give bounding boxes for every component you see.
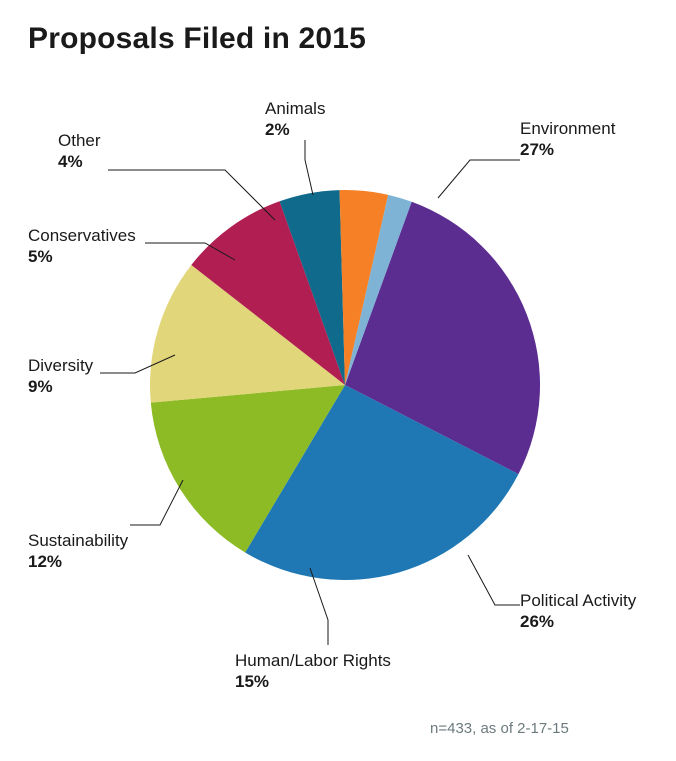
label-name-sustainability: Sustainability <box>28 530 128 551</box>
leader-environment <box>438 160 520 198</box>
label-name-animals: Animals <box>265 98 325 119</box>
label-human_labor: Human/Labor Rights15% <box>235 650 391 693</box>
leader-human_labor <box>310 568 328 645</box>
footnote: n=433, as of 2-17-15 <box>430 720 569 737</box>
label-conservatives: Conservatives5% <box>28 225 136 268</box>
label-diversity: Diversity9% <box>28 355 93 398</box>
label-name-diversity: Diversity <box>28 355 93 376</box>
leader-other <box>108 170 275 220</box>
label-value-animals: 2% <box>265 119 325 140</box>
label-name-environment: Environment <box>520 118 615 139</box>
leader-animals <box>305 140 313 195</box>
label-value-human_labor: 15% <box>235 671 391 692</box>
label-value-diversity: 9% <box>28 376 93 397</box>
label-value-other: 4% <box>58 151 101 172</box>
label-value-sustainability: 12% <box>28 551 128 572</box>
label-other: Other4% <box>58 130 101 173</box>
label-sustainability: Sustainability12% <box>28 530 128 573</box>
label-political: Political Activity26% <box>520 590 636 633</box>
label-environment: Environment27% <box>520 118 615 161</box>
leader-sustainability <box>130 480 183 525</box>
label-animals: Animals2% <box>265 98 325 141</box>
chart-title: Proposals Filed in 2015 <box>28 22 366 56</box>
leader-political <box>468 555 520 605</box>
label-name-conservatives: Conservatives <box>28 225 136 246</box>
label-name-human_labor: Human/Labor Rights <box>235 650 391 671</box>
pie-chart <box>0 0 676 761</box>
label-value-political: 26% <box>520 611 636 632</box>
label-name-political: Political Activity <box>520 590 636 611</box>
label-name-other: Other <box>58 130 101 151</box>
label-value-environment: 27% <box>520 139 615 160</box>
label-value-conservatives: 5% <box>28 246 136 267</box>
chart-container: Proposals Filed in 2015 Environment27% Po… <box>0 0 676 761</box>
